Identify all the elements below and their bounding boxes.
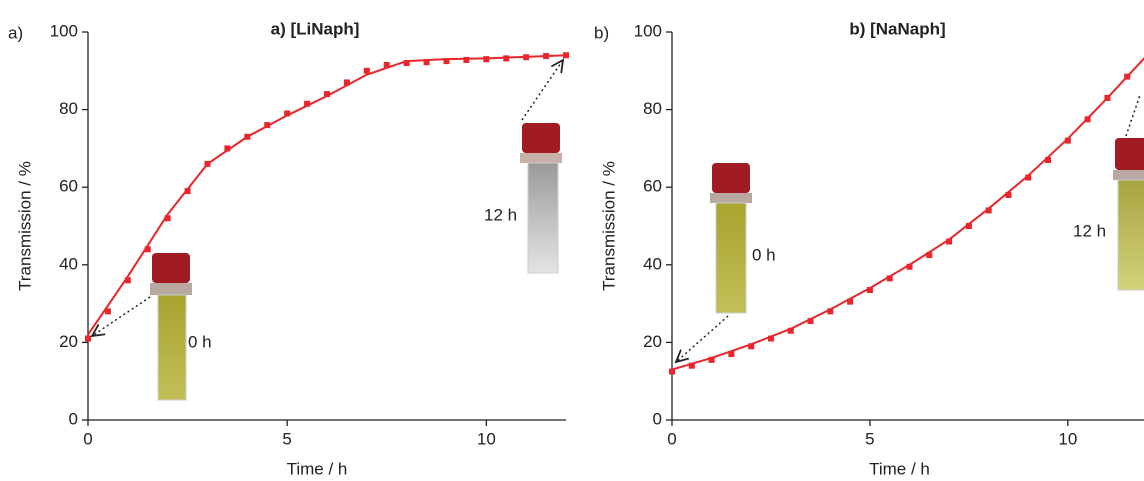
chart-title: a) [LiNaph] [271,19,360,38]
y-tick-label: 40 [59,254,78,273]
data-point [787,327,794,334]
data-point [304,100,311,107]
x-tick-label: 0 [667,429,676,448]
vial-b-12h [1113,138,1144,291]
panel-label: a) [8,23,23,42]
y-tick-label: 20 [643,332,662,351]
data-point [807,318,814,325]
annotation: 0 h [188,332,212,351]
chart-title: b) [NaNaph] [849,19,945,38]
panel: a) a) [LiNaph] 0 20 40 60 80 100 0 5 10 Time / h Tra… [8,19,569,478]
data-point [1045,157,1052,164]
data-point [847,298,854,305]
fit-line [87,54,567,336]
data-point [224,145,231,152]
data-point [1025,174,1032,181]
data-point [669,368,675,375]
data-point [748,343,755,350]
data-point [383,61,390,68]
data-point [688,362,695,369]
vial-b-0h [710,163,752,314]
data-point [965,223,972,229]
data-point [443,58,450,65]
data-point [708,356,715,363]
y-axis-label: Transmission / % [15,161,34,291]
arrow [92,296,151,336]
y-tick-label: 40 [643,254,662,273]
data-point [946,238,953,245]
data-point [1005,191,1012,198]
arrow [1125,94,1141,137]
y-tick-label: 0 [653,409,662,428]
data-point [423,59,430,66]
y-axis-label: Transmission / % [599,161,618,291]
data-point [284,110,291,117]
vial-a-12h [520,123,562,274]
x-tick-label: 0 [83,429,92,448]
annotation: 0 h [752,245,776,264]
x-tick-label: 10 [477,429,496,448]
data-point [104,308,111,315]
panel-label: b) [594,23,609,42]
vial-a-0h [150,253,192,401]
data-point [728,351,735,358]
y-tick-label: 0 [69,409,78,428]
y-tick-label: 100 [50,21,78,40]
data-point [324,91,330,98]
panel: b) b) [NaNaph] 0 20 40 60 80 100 0 5 10 Time / h Tra… [594,19,1144,478]
data-point [985,207,992,214]
data-point [343,79,350,86]
data-point [1064,137,1071,144]
x-tick-label: 10 [1058,429,1077,448]
fit-line [671,57,1144,371]
data-point [463,56,470,63]
annotation: 12 h [484,205,517,224]
data-point [184,188,191,195]
y-tick-label: 80 [59,99,78,118]
data-point [363,67,370,74]
annotation: 12 h [1073,221,1106,240]
data-point [767,335,774,342]
data-point [866,287,873,294]
arrow [676,315,729,362]
x-tick-label: 5 [282,429,291,448]
x-axis-label: Time / h [869,459,930,478]
y-tick-label: 60 [643,177,662,196]
x-tick-label: 5 [865,429,874,448]
x-axis-label: Time / h [287,459,348,478]
data-point [926,252,933,259]
data-point [906,263,913,270]
y-tick-label: 20 [59,332,78,351]
data-point [886,275,893,282]
data-point [164,215,171,222]
data-point [144,246,151,253]
arrow [521,60,563,121]
data-point [403,60,410,67]
y-tick-label: 60 [59,177,78,196]
y-tick-label: 100 [634,21,662,40]
data-point [124,277,131,284]
y-tick-label: 80 [643,99,662,118]
data-point [85,335,91,342]
data-point [827,308,834,315]
